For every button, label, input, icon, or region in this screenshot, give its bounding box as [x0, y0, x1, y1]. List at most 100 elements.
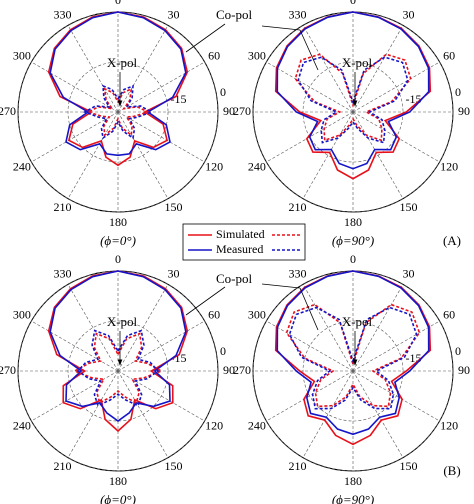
series-line	[297, 56, 409, 144]
legend-box	[182, 223, 306, 261]
theta-tick-label: 270	[233, 104, 251, 118]
theta-tick-label: 300	[248, 307, 266, 321]
theta-tick-label: 60	[443, 48, 455, 62]
xpol-label: X-pol	[342, 314, 373, 329]
grid-spoke	[266, 61, 354, 113]
r-tick-label: 0	[455, 344, 461, 358]
panel-label: (A)	[443, 233, 461, 248]
theta-tick-label: 330	[54, 267, 72, 281]
grid-spoke	[302, 284, 354, 372]
grid-spoke	[67, 370, 119, 458]
theta-tick-label: 90	[458, 363, 470, 377]
series-line	[49, 11, 187, 157]
theta-tick-label: 120	[440, 418, 458, 432]
grid-spoke	[266, 370, 354, 422]
theta-tick-label: 60	[208, 307, 220, 321]
plot-title: (ϕ=90°)	[332, 233, 374, 248]
theta-tick-label: 150	[400, 200, 418, 214]
plot-title: (ϕ=0°)	[100, 233, 136, 248]
theta-tick-label: 0	[350, 0, 356, 7]
series-line	[47, 270, 189, 433]
grid-spoke	[302, 25, 354, 113]
theta-tick-label: 210	[54, 459, 72, 473]
series-line	[274, 270, 432, 446]
grid-spoke	[67, 284, 119, 372]
arrow	[185, 23, 226, 53]
grid-spoke	[266, 320, 354, 372]
theta-tick-label: 30	[403, 267, 415, 281]
series-line	[76, 329, 160, 407]
panel-label: (B)	[443, 463, 460, 478]
grid-spoke	[67, 25, 119, 113]
plot-title: (ϕ=0°)	[100, 492, 136, 504]
arrow	[185, 286, 226, 316]
copol-label: Co-pol	[216, 7, 253, 22]
theta-tick-label: 240	[248, 418, 266, 432]
arrow	[299, 287, 319, 331]
copol-label: Co-pol	[216, 271, 253, 286]
theta-tick-label: 0	[115, 252, 121, 266]
legend-label: Simulated	[216, 227, 265, 241]
series-line	[276, 11, 430, 170]
polar-plot: -15 0 0 30 60 90 120 150 180 210 240 270 300 330 X-pol…	[233, 252, 470, 504]
polar-plot: -15 0 0 30 60 90 120 150 180 210 240 270 300 330 X-pol…	[0, 252, 235, 504]
grid-spoke	[117, 284, 169, 372]
series-line	[274, 11, 432, 180]
series-line	[294, 53, 412, 142]
theta-tick-label: 300	[248, 48, 266, 62]
theta-tick-label: 0	[350, 252, 356, 266]
theta-tick-label: 30	[168, 8, 180, 22]
grid-spoke	[302, 370, 354, 458]
theta-tick-label: 60	[208, 48, 220, 62]
grid-spoke	[352, 61, 440, 113]
grid-spoke	[117, 370, 205, 422]
theta-tick-label: 90	[223, 104, 235, 118]
grid-spoke	[302, 111, 354, 199]
r-tick-label: 0	[455, 85, 461, 99]
xpol-label: X-pol	[342, 55, 373, 70]
grid-spoke	[117, 111, 169, 199]
series-line	[276, 270, 430, 436]
grid-spoke	[117, 370, 169, 458]
grid-spoke	[352, 25, 404, 113]
grid-spoke	[117, 25, 169, 113]
theta-tick-label: 60	[443, 307, 455, 321]
r-tick-label: 0	[220, 344, 226, 358]
theta-tick-label: 150	[165, 200, 183, 214]
xpol-label: X-pol	[107, 314, 138, 329]
arrow	[261, 25, 301, 31]
theta-tick-label: 210	[289, 200, 307, 214]
theta-tick-label: 210	[289, 459, 307, 473]
r-tick-label: 0	[220, 85, 226, 99]
r-tick-label: -15	[171, 351, 187, 365]
grid-spoke	[352, 284, 404, 372]
series-line	[49, 270, 187, 422]
arrow	[261, 283, 301, 289]
arrow	[299, 29, 319, 71]
theta-tick-label: 0	[115, 0, 121, 7]
series-line	[72, 332, 164, 404]
theta-tick-label: 240	[13, 418, 31, 432]
theta-tick-label: 120	[205, 159, 223, 173]
polar-plot: -15 0 0 30 60 90 120 150 180 210 240 270 300 330 X-pol…	[233, 0, 470, 248]
grid-spoke	[31, 111, 119, 163]
series-line	[82, 84, 154, 140]
grid-spoke	[117, 111, 205, 163]
series-line	[288, 306, 418, 410]
theta-tick-label: 240	[13, 159, 31, 173]
grid-spoke	[117, 320, 205, 372]
grid-spoke	[67, 111, 119, 199]
grid-spoke	[31, 61, 119, 113]
theta-tick-label: 300	[13, 307, 31, 321]
theta-tick-label: 270	[233, 363, 251, 377]
legend-label: Measured	[216, 242, 263, 256]
theta-tick-label: 120	[440, 159, 458, 173]
r-tick-label: -15	[406, 351, 422, 365]
theta-tick-label: 330	[289, 267, 307, 281]
theta-tick-label: 150	[400, 459, 418, 473]
theta-tick-label: 330	[289, 8, 307, 22]
series-line	[85, 87, 151, 137]
grid-spoke	[352, 111, 404, 199]
